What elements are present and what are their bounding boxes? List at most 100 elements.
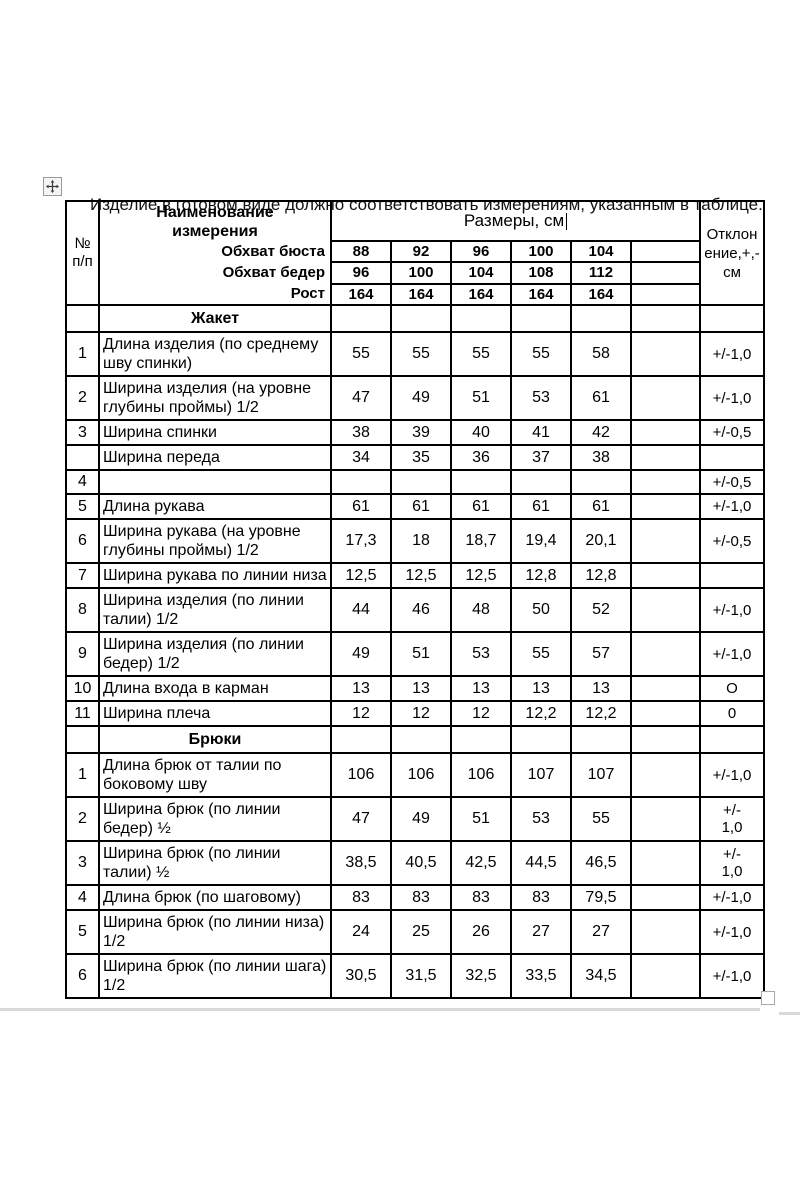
header-sub-row: 96 100 104 108 112 xyxy=(66,261,764,285)
table-row: 9 Ширина изделия (по линии бедер) 1/2 49 51… xyxy=(65,631,766,677)
size-value: 44,5 xyxy=(510,840,572,886)
measure-name: Длина изделия (по среднему шву спинки) xyxy=(98,331,332,377)
size-value: 106 xyxy=(330,752,392,798)
size-value: 61 xyxy=(570,375,632,421)
empty-cell xyxy=(629,840,702,886)
header-sizes: Размеры, см xyxy=(329,200,702,242)
size-value: 12,2 xyxy=(570,700,632,727)
size-value: 30,5 xyxy=(330,953,392,999)
size-value: 13 xyxy=(570,675,632,702)
size-value: 37 xyxy=(510,444,572,471)
row-number: 6 xyxy=(65,953,100,999)
tolerance-value: +/-0,5 xyxy=(699,419,766,446)
section-row: Брюки xyxy=(65,725,766,754)
row-number: 2 xyxy=(65,796,100,842)
size-value: 55 xyxy=(330,331,392,377)
size-value xyxy=(510,469,572,495)
row-number: 10 xyxy=(65,675,100,702)
tolerance-value: +/-1,0 xyxy=(699,631,766,677)
size-value: 79,5 xyxy=(570,884,632,911)
tolerance-value: +/-1,0 xyxy=(699,493,766,520)
tolerance-value: +/- 1,0 xyxy=(699,840,766,886)
size-value: 18,7 xyxy=(450,518,512,564)
size-value: 17,3 xyxy=(330,518,392,564)
empty-cell xyxy=(330,725,392,754)
size-value: 46,5 xyxy=(570,840,632,886)
size-value: 31,5 xyxy=(390,953,452,999)
size-value: 50 xyxy=(510,587,572,633)
size-header-value: 112 xyxy=(570,261,632,285)
size-value: 27 xyxy=(510,909,572,955)
tolerance-value: +/-1,0 xyxy=(699,587,766,633)
empty-cell xyxy=(629,239,702,264)
table-body: Жакет 1 Длина изделия (по среднему шву спи… xyxy=(65,304,766,999)
section-row: Жакет xyxy=(65,304,766,333)
row-number: 7 xyxy=(65,562,100,589)
empty-cell xyxy=(629,884,702,911)
table-resize-handle[interactable] xyxy=(761,991,775,1005)
page-bottom-rule-dash xyxy=(779,1012,800,1015)
header-sizes-label: Размеры, см xyxy=(463,210,565,230)
row-number: 4 xyxy=(65,884,100,911)
empty-cell xyxy=(629,752,702,798)
empty-cell xyxy=(629,282,702,307)
empty-cell xyxy=(629,909,702,955)
size-value: 61 xyxy=(390,493,452,520)
measure-name: Ширина изделия (по линии бедер) 1/2 xyxy=(98,631,332,677)
empty-cell xyxy=(390,725,452,754)
table-row: 1 Длина брюк от талии по боковому шву 106 1… xyxy=(65,752,766,798)
measure-name: Ширина брюк (по линии бедер) ½ xyxy=(98,796,332,842)
section-title: Жакет xyxy=(98,304,332,333)
size-value: 12 xyxy=(390,700,452,727)
row-number: 1 xyxy=(65,331,100,377)
row-number: 11 xyxy=(65,700,100,727)
size-value: 19,4 xyxy=(510,518,572,564)
size-value: 51 xyxy=(390,631,452,677)
size-value: 24 xyxy=(330,909,392,955)
empty-cell xyxy=(510,304,572,333)
tolerance-value xyxy=(699,725,766,754)
size-header-value: 104 xyxy=(450,261,512,285)
size-value: 40 xyxy=(450,419,512,446)
table-row: 4 Длина брюк (по шаговому) 83 83 83 83 79,5 +/-… xyxy=(65,884,766,911)
row-number: 3 xyxy=(65,419,100,446)
measure-name: Ширина рукава (на уровне глубины проймы)… xyxy=(98,518,332,564)
table-row: 7 Ширина рукава по линии низа 12,5 12,5 12,5… xyxy=(65,562,766,589)
row-number: 4 xyxy=(65,469,100,495)
empty-cell xyxy=(629,587,702,633)
row-number: 5 xyxy=(65,493,100,520)
size-value: 106 xyxy=(450,752,512,798)
measure-name xyxy=(98,469,332,495)
size-value: 34 xyxy=(330,444,392,471)
size-header-value: 164 xyxy=(570,282,632,307)
header-num: № п/п xyxy=(65,200,100,306)
tolerance-value xyxy=(699,562,766,589)
tolerance-value: +/-0,5 xyxy=(699,518,766,564)
table-move-handle[interactable] xyxy=(43,177,62,196)
page-bottom-rule xyxy=(0,1008,760,1011)
size-value: 55 xyxy=(450,331,512,377)
empty-cell xyxy=(629,304,702,333)
tolerance-value: +/-0,5 xyxy=(699,469,766,495)
tolerance-value: О xyxy=(699,675,766,702)
size-value: 13 xyxy=(450,675,512,702)
size-value: 12,2 xyxy=(510,700,572,727)
size-value: 53 xyxy=(450,631,512,677)
empty-cell xyxy=(510,725,572,754)
size-value: 55 xyxy=(510,631,572,677)
empty-cell xyxy=(629,631,702,677)
size-value: 106 xyxy=(390,752,452,798)
size-value: 83 xyxy=(510,884,572,911)
empty-cell xyxy=(629,375,702,421)
row-number: 1 xyxy=(65,752,100,798)
size-value: 40,5 xyxy=(390,840,452,886)
row-number xyxy=(65,444,100,471)
measure-name: Длина входа в карман xyxy=(98,675,332,702)
table-row: 5 Длина рукава 61 61 61 61 61 +/-1,0 xyxy=(65,493,766,520)
size-value: 57 xyxy=(570,631,632,677)
size-header-value: 96 xyxy=(330,261,392,285)
size-value: 34,5 xyxy=(570,953,632,999)
size-value: 55 xyxy=(570,796,632,842)
size-value: 12,5 xyxy=(450,562,512,589)
measure-name: Ширина рукава по линии низа xyxy=(98,562,332,589)
